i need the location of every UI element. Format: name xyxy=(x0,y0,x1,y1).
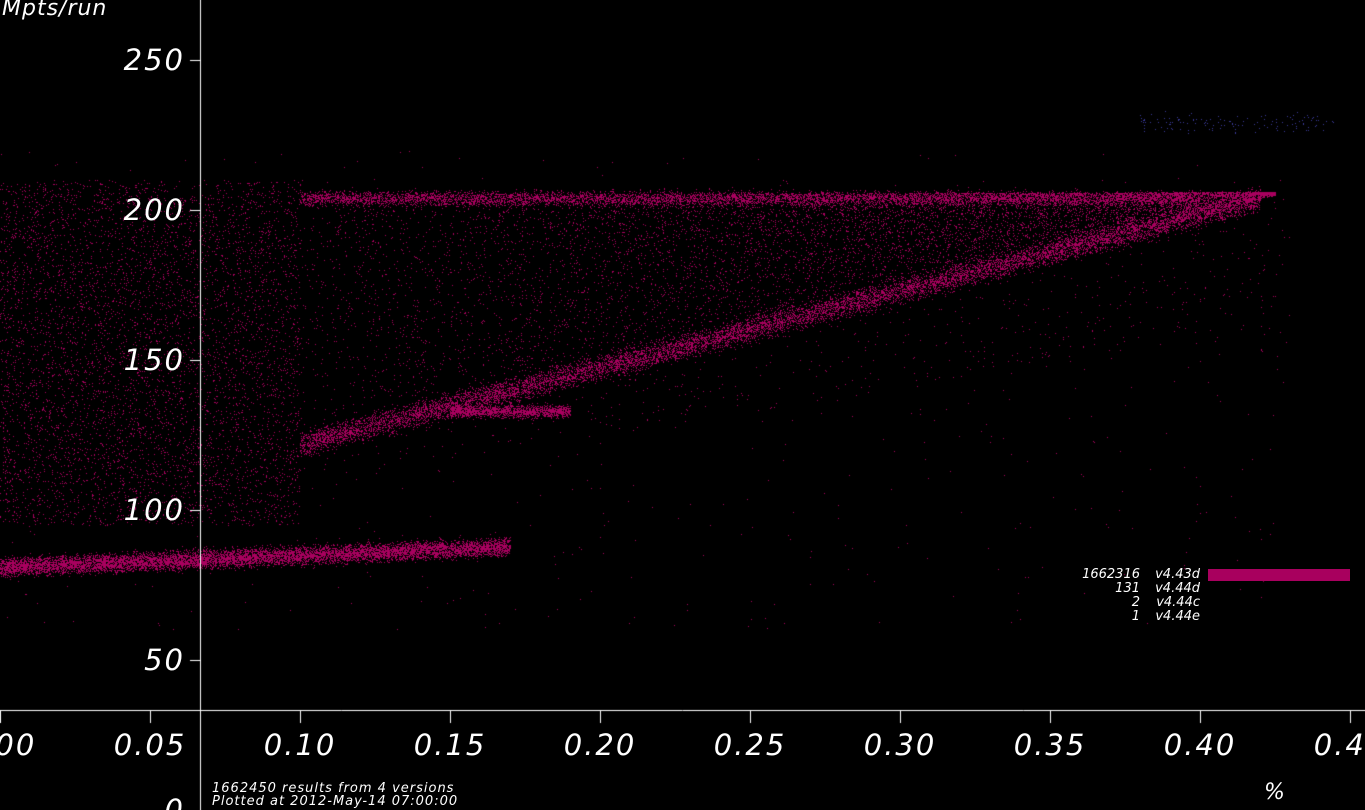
x-tick-label: 0.25 xyxy=(713,728,787,762)
legend-count: 1662316 xyxy=(1082,567,1140,582)
plotted-timestamp: Plotted at 2012-May-14 07:00:00 xyxy=(212,794,459,809)
y-tick-label: 250 xyxy=(123,43,185,77)
y-tick-label: 0 xyxy=(164,793,185,810)
x-tick-label: 0.15 xyxy=(413,728,487,762)
y-axis-label: Mpts/run xyxy=(2,0,108,21)
x-tick-label: 0.05 xyxy=(113,728,187,762)
results-summary: 1662450 results from 4 versions xyxy=(212,781,455,796)
legend-entry: 1662316 v4.43d xyxy=(1040,568,1350,582)
x-tick-label: 0.40 xyxy=(1163,728,1237,762)
legend-bar xyxy=(1208,569,1350,581)
x-tick-label: 0.30 xyxy=(863,728,937,762)
y-tick-label: 150 xyxy=(123,343,185,377)
y-tick-label: 100 xyxy=(123,493,185,527)
legend-version: v4.44e xyxy=(1155,609,1200,624)
x-axis-label: % muons xyxy=(1264,780,1342,810)
x-tick-label: 0.45 xyxy=(1313,728,1365,762)
legend-entry: 131 v4.44d xyxy=(1040,582,1350,596)
legend-version: v4.44c xyxy=(1156,595,1200,610)
y-tick-label: 50 xyxy=(144,643,185,677)
x-tick-label: 0.20 xyxy=(563,728,637,762)
legend-version: v4.43d xyxy=(1155,567,1200,582)
legend-version: v4.44d xyxy=(1155,581,1200,596)
x-tick-label: 0.00 xyxy=(0,728,37,762)
legend: 1662316 v4.43d 131 v4.44d 2 v4.44c 1 v4.44e xyxy=(1040,568,1350,624)
legend-entry: 1 v4.44e xyxy=(1040,610,1350,624)
legend-entry: 2 v4.44c xyxy=(1040,596,1350,610)
legend-count: 131 xyxy=(1115,581,1140,596)
x-tick-label: 0.10 xyxy=(263,728,337,762)
footer: 1662450 results from 4 versions Plotted … xyxy=(212,782,458,808)
legend-count: 2 xyxy=(1131,595,1140,610)
y-tick-label: 200 xyxy=(123,193,185,227)
legend-count: 1 xyxy=(1131,609,1140,624)
x-tick-label: 0.35 xyxy=(1013,728,1087,762)
